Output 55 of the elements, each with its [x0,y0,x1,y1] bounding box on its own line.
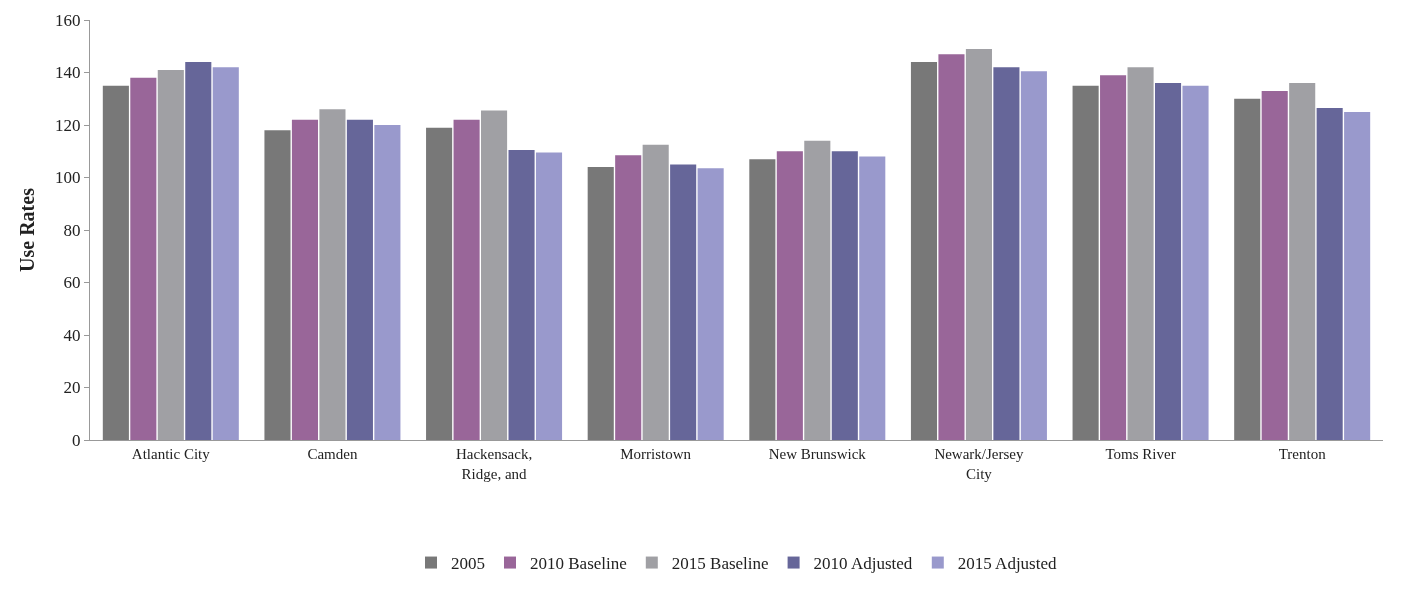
bar [426,127,453,440]
bar [831,151,858,440]
y-tick-label: 20 [63,378,81,398]
bar [185,62,212,440]
y-tick-label: 140 [55,63,81,83]
bar [102,85,129,440]
bar [1344,111,1371,440]
bar [535,152,563,440]
bar [615,155,642,440]
y-tick-label: 160 [55,10,81,30]
y-tick-label: 0 [72,430,81,450]
bar [1316,107,1343,440]
bar [130,77,157,440]
y-axis-title: Use Rates [15,187,38,272]
bar [697,168,724,440]
bar [453,119,480,440]
bar [1072,85,1099,440]
legend-label: 2005 [451,554,485,574]
x-tick-label: Morristown [620,446,692,462]
legend-label: 2015 Baseline [671,554,769,574]
bar [1154,83,1182,440]
y-tick-label: 60 [63,273,81,293]
legend-label: 2010 Baseline [530,554,627,574]
x-tick-label: Hackensack, Ridge, and [455,446,533,482]
x-tick-label: Camden [307,446,358,462]
bar [1020,71,1047,440]
x-tick-label: Trenton [1278,446,1327,462]
x-tick-label: New Brunswick [768,446,867,462]
legend-label: 2010 Adjusted [813,554,913,574]
bar [1100,75,1127,440]
bar [1261,90,1288,440]
bar [938,54,965,440]
bar [749,159,776,440]
x-tick-label: Atlantic City [131,446,211,462]
bar [1182,85,1209,440]
bar [859,156,886,440]
bar [374,125,401,440]
bar [1234,98,1261,440]
bar [776,151,803,440]
bar [910,62,938,440]
bar [508,149,535,440]
bar [346,119,373,440]
y-tick-label: 80 [63,220,81,240]
bar [670,164,697,440]
bar [993,67,1020,440]
bar [587,167,614,440]
x-tick-label: Newark/Jersey City [934,446,1024,482]
bar [291,119,319,440]
bar [212,67,239,440]
x-tick-label: Toms River [1105,446,1176,462]
bar [264,130,291,440]
y-tick-label: 120 [55,115,81,135]
y-tick-label: 100 [55,168,81,188]
legend-label: 2015 Adjusted [957,554,1057,574]
y-tick-label: 40 [63,325,81,345]
